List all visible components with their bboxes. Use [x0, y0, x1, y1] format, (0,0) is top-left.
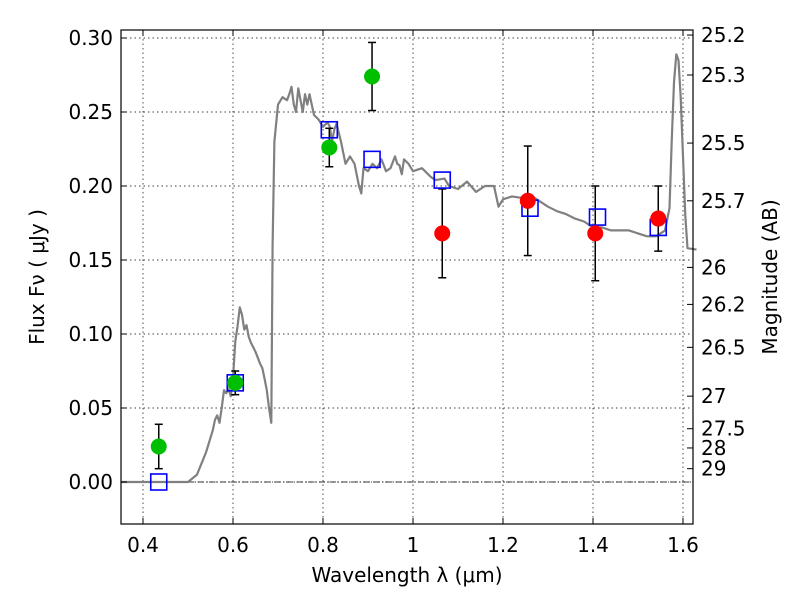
- right-tick-label: 25.5: [701, 131, 746, 155]
- x-tick-label: 0.6: [217, 533, 249, 557]
- model-point: [149, 473, 168, 491]
- y-tick-label: 0.15: [68, 248, 113, 272]
- right-tick-label: 25.2: [701, 23, 746, 47]
- grid-lines: [121, 30, 693, 524]
- right-tick-label: 29: [701, 457, 726, 481]
- right-tick-label: 28: [701, 436, 726, 460]
- right-tick-label: 25.3: [701, 63, 746, 87]
- data-point: [587, 225, 604, 242]
- data-point: [150, 438, 167, 455]
- model-point: [363, 150, 381, 169]
- data-point: [650, 210, 667, 227]
- model-point: [320, 120, 339, 139]
- y-axis-ticks: 0.00 0.05 0.10 0.15 0.20 0.25 0.30: [68, 26, 127, 494]
- x-tick-label: 0.8: [307, 533, 339, 557]
- right-tick-label: 26.5: [701, 335, 746, 359]
- right-tick-label: 26: [701, 255, 726, 279]
- y-tick-label: 0.05: [68, 396, 113, 420]
- y-tick-label: 0.20: [68, 174, 113, 198]
- x-tick-label: 1.4: [577, 533, 609, 557]
- data-point: [364, 68, 381, 85]
- y-axis-title: Flux Fν ( μJy ): [25, 209, 49, 345]
- y-tick-label: 0.30: [68, 26, 113, 50]
- x-tick-label: 1: [407, 533, 420, 557]
- right-axis-title: Magnitude (AB): [758, 199, 782, 354]
- data-point: [227, 374, 244, 391]
- data-markers: [149, 68, 668, 491]
- x-tick-label: 0.4: [127, 533, 159, 557]
- y-tick-label: 0.25: [68, 100, 113, 124]
- x-tick-label: 1.6: [667, 533, 699, 557]
- x-axis-title: Wavelength λ (μm): [311, 563, 502, 587]
- y-tick-label: 0.10: [68, 322, 113, 346]
- y-tick-label: 0.00: [68, 470, 113, 494]
- data-point: [434, 225, 451, 242]
- right-tick-label: 26.2: [701, 292, 746, 316]
- right-tick-label: 27: [701, 384, 726, 408]
- plot-frame: [120, 29, 694, 525]
- right-tick-label: 25.7: [701, 189, 746, 213]
- data-point: [519, 192, 536, 209]
- model-point: [588, 208, 607, 226]
- model-point: [433, 171, 452, 189]
- data-point: [321, 139, 338, 156]
- right-tick-label: 27.5: [701, 417, 746, 441]
- x-axis-ticks: 0.4 0.6 0.8 1 1.2 1.4 1.6: [127, 30, 699, 557]
- x-tick-label: 1.2: [487, 533, 519, 557]
